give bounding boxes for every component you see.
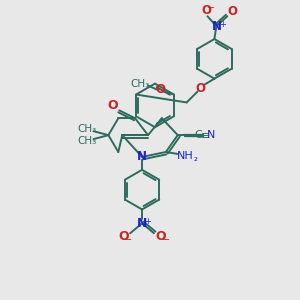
Text: O: O — [227, 5, 237, 18]
Text: N: N — [137, 150, 147, 164]
Text: CH₃: CH₃ — [77, 136, 96, 146]
Text: O: O — [196, 82, 206, 95]
Text: NH: NH — [177, 151, 194, 161]
Text: −: − — [124, 235, 132, 245]
Text: O: O — [202, 4, 212, 17]
Text: −: − — [207, 3, 215, 13]
Text: ₂: ₂ — [194, 153, 197, 163]
Text: N: N — [212, 20, 221, 33]
Text: ≡: ≡ — [201, 131, 210, 141]
Text: N: N — [207, 130, 216, 140]
Text: C: C — [195, 130, 203, 140]
Text: O: O — [107, 99, 118, 112]
Text: O: O — [155, 83, 165, 96]
Text: N: N — [137, 217, 147, 230]
Text: −: − — [162, 235, 170, 245]
Text: O: O — [118, 230, 129, 243]
Text: CH₃: CH₃ — [77, 124, 96, 134]
Text: +: + — [219, 20, 226, 29]
Text: CH₃: CH₃ — [130, 79, 150, 88]
Text: O: O — [156, 230, 166, 243]
Text: +: + — [145, 217, 152, 226]
